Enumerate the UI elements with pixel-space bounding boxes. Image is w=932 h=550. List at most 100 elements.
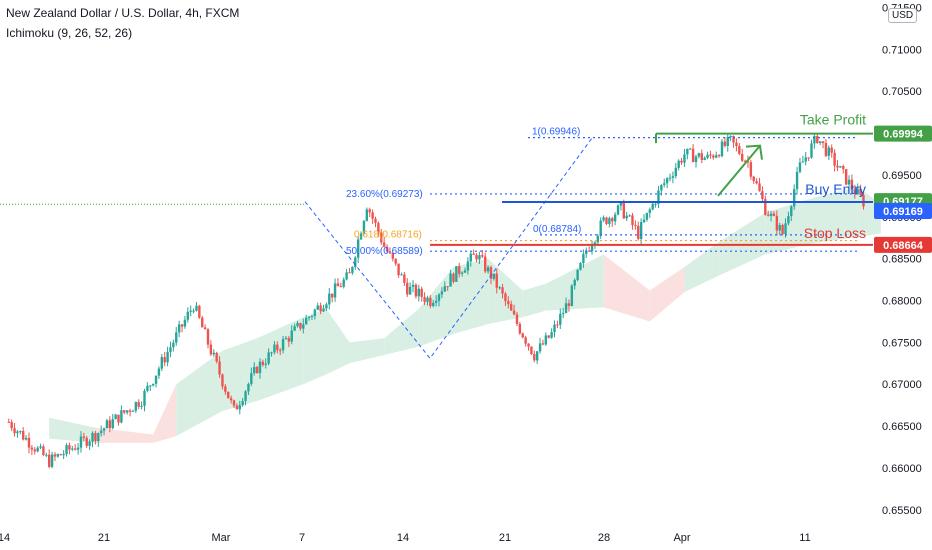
- candle: [382, 242, 386, 247]
- candle: [691, 148, 695, 163]
- candle: [651, 203, 654, 210]
- candle: [706, 154, 709, 158]
- candle: [88, 441, 91, 446]
- candle: [449, 273, 452, 287]
- candle: [56, 454, 60, 457]
- candle: [79, 436, 83, 448]
- candle: [76, 447, 80, 450]
- candle: [27, 437, 31, 448]
- candle: [533, 354, 536, 361]
- x-tick-label: Apr: [673, 532, 690, 544]
- candle: [556, 324, 559, 326]
- candle: [512, 310, 516, 315]
- candle: [486, 267, 490, 272]
- candle: [290, 330, 293, 342]
- candle: [146, 385, 149, 391]
- candle: [212, 352, 215, 355]
- ichimoku-cloud: [684, 241, 720, 293]
- candle: [322, 308, 325, 312]
- candle: [238, 405, 241, 410]
- currency-badge[interactable]: USD: [888, 8, 918, 23]
- candle: [380, 232, 383, 243]
- candle: [287, 338, 291, 342]
- candle: [316, 305, 319, 310]
- candle: [723, 141, 727, 146]
- candle: [276, 344, 279, 351]
- candle: [766, 214, 770, 216]
- candle: [712, 155, 715, 158]
- candle: [39, 446, 42, 448]
- candle: [71, 448, 74, 450]
- candle: [663, 183, 666, 185]
- indicator-label[interactable]: Ichimoku (9, 26, 52, 26): [6, 26, 133, 40]
- y-tick-label: 0.69500: [882, 170, 922, 182]
- candle: [302, 324, 305, 329]
- candle: [172, 342, 175, 348]
- y-tick-label: 0.68500: [882, 254, 922, 266]
- candle: [804, 157, 807, 162]
- candle: [270, 352, 273, 354]
- candle: [752, 176, 755, 182]
- candle: [224, 386, 227, 392]
- candle: [183, 319, 187, 327]
- ichimoku-cloud: [603, 254, 650, 322]
- candle: [570, 285, 574, 306]
- candle: [795, 171, 799, 190]
- candle: [732, 135, 735, 143]
- candle: [472, 253, 475, 255]
- candle: [859, 188, 862, 195]
- candle: [535, 351, 539, 361]
- candle: [729, 135, 732, 138]
- candle: [853, 189, 857, 195]
- candle: [741, 153, 744, 161]
- candle: [253, 366, 256, 374]
- candle: [241, 401, 244, 406]
- take-profit-label: Take Profit: [800, 112, 866, 128]
- candle: [489, 267, 493, 279]
- candle: [221, 374, 224, 387]
- candle: [720, 141, 724, 157]
- candle: [229, 398, 233, 401]
- ichimoku-cloud: [303, 308, 327, 385]
- candle: [209, 344, 213, 355]
- candle: [680, 160, 683, 163]
- candle: [567, 303, 571, 306]
- candle: [175, 332, 178, 343]
- candle: [564, 303, 568, 314]
- candle: [394, 258, 397, 264]
- candle: [227, 391, 230, 399]
- candle: [143, 390, 146, 406]
- candle: [810, 143, 813, 158]
- candle: [700, 153, 703, 160]
- candle: [19, 431, 22, 433]
- candle: [743, 160, 747, 162]
- candle: [365, 209, 369, 221]
- x-tick-label: 11: [799, 532, 810, 544]
- candle: [408, 286, 412, 295]
- candle: [524, 337, 527, 344]
- candle: [813, 135, 816, 144]
- candle: [215, 352, 218, 362]
- candle: [105, 420, 109, 429]
- candle: [587, 250, 591, 252]
- y-tick-label: 0.67500: [882, 337, 922, 349]
- candle: [697, 153, 701, 157]
- candle: [715, 155, 718, 158]
- candle: [342, 279, 345, 287]
- candle: [434, 300, 438, 303]
- candle: [582, 254, 585, 264]
- fib-trendline: [304, 137, 593, 360]
- candle: [186, 311, 189, 320]
- candle: [160, 357, 164, 369]
- candle: [781, 225, 784, 235]
- candle: [255, 366, 259, 374]
- candle: [836, 165, 839, 168]
- candle: [463, 270, 467, 273]
- ichimoku-cloud: [418, 267, 454, 347]
- candle: [694, 156, 698, 163]
- ichimoku-cloud: [257, 317, 304, 401]
- candle: [541, 343, 545, 345]
- chart-title: New Zealand Dollar / U.S. Dollar, 4h, FX…: [6, 6, 240, 20]
- candle: [625, 215, 628, 219]
